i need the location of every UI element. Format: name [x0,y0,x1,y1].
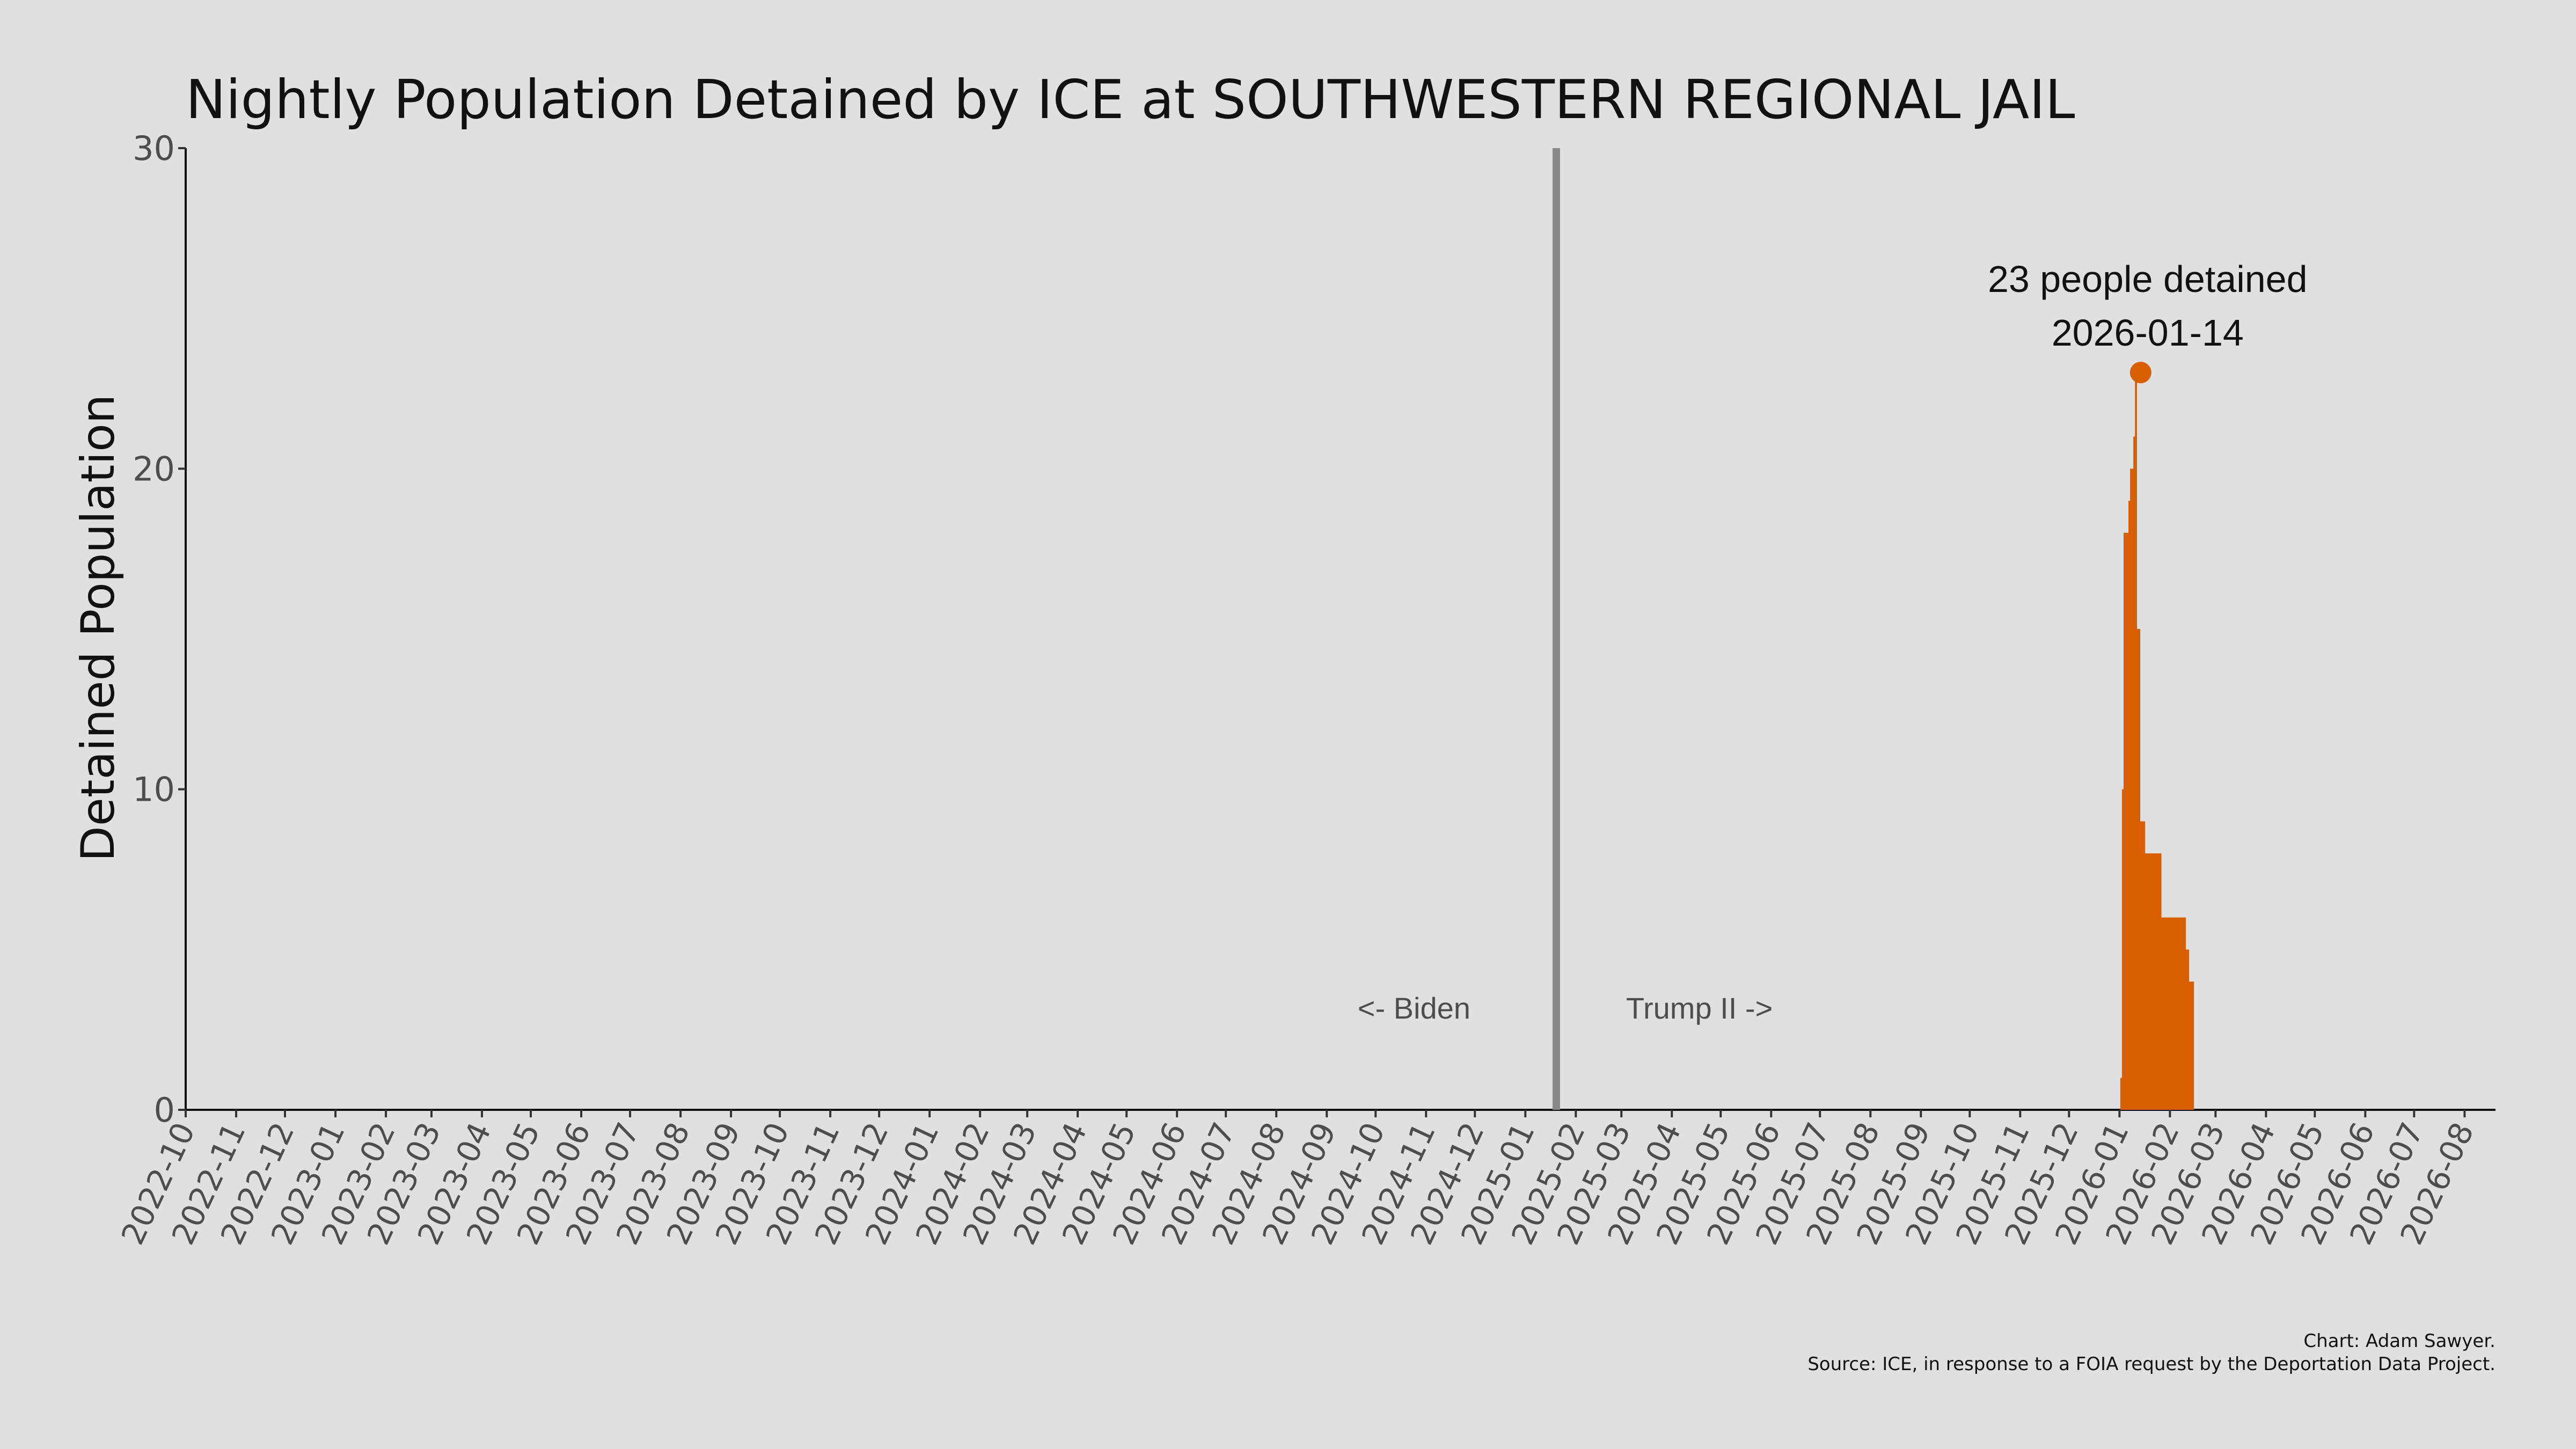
population-bar [2140,821,2142,1110]
population-bar [2180,917,2183,1110]
population-bar [2130,469,2132,1110]
population-bar [2126,532,2129,1110]
population-bar [2185,949,2188,1110]
y-tick-label: 30 [133,129,175,168]
population-bar [2125,532,2127,1110]
population-bar [2162,917,2165,1110]
y-tick-label: 10 [133,770,175,809]
population-bar [2146,853,2149,1110]
population-bar [2132,469,2134,1110]
population-bar [2145,853,2147,1110]
peak-annotation-date: 2026-01-14 [2052,312,2244,354]
population-bar [2157,853,2160,1110]
era-label-trump: Trump II -> [1626,991,1773,1025]
population-bar [2192,982,2194,1110]
population-bar [2172,917,2175,1110]
population-bar [2120,1078,2123,1110]
population-bar [2170,917,2173,1110]
population-bar [2169,917,2171,1110]
population-bar [2133,436,2135,1110]
population-bar [2177,917,2179,1110]
chart-title: Nightly Population Detained by ICE at SO… [186,68,2075,131]
population-bar [2159,853,2162,1110]
population-bar [2136,629,2139,1110]
population-bar [2161,917,2163,1110]
caption-source: Source: ICE, in response to a FOIA reque… [1807,1353,2496,1375]
peak-annotation-count: 23 people detained [1988,258,2308,300]
caption-credit: Chart: Adam Sawyer. [2303,1330,2496,1352]
population-bar [2153,853,2155,1110]
population-bar [2165,917,2168,1110]
population-bar [2138,629,2141,1110]
population-bar [2182,917,2184,1110]
population-bar [2179,917,2181,1110]
population-bar [2143,821,2146,1110]
population-bar [2121,789,2124,1110]
population-bar [2135,372,2137,1110]
population-bar [2164,917,2167,1110]
population-bar [2174,917,2176,1110]
population-bar [2154,853,2157,1110]
peak-marker [2129,362,2151,384]
population-bar [2156,853,2158,1110]
y-axis-label: Detained Population [71,394,125,862]
population-bar [2189,982,2191,1110]
population-bar [2167,917,2170,1110]
population-bar [2141,821,2144,1110]
population-bar [2128,501,2131,1110]
population-bar [2190,982,2193,1110]
population-bar [2187,949,2190,1110]
plot-area: 01020302022-102022-112022-122023-012023-… [114,129,2496,1250]
y-tick-label: 20 [133,449,175,488]
population-bar [2148,853,2150,1110]
population-bar [2149,853,2152,1110]
era-label-biden: <- Biden [1358,991,1470,1025]
y-tick-label: 0 [154,1091,175,1130]
population-bar [2175,917,2178,1110]
population-bar [2184,917,2186,1110]
population-bar [2123,532,2126,1110]
population-bar [2151,853,2154,1110]
